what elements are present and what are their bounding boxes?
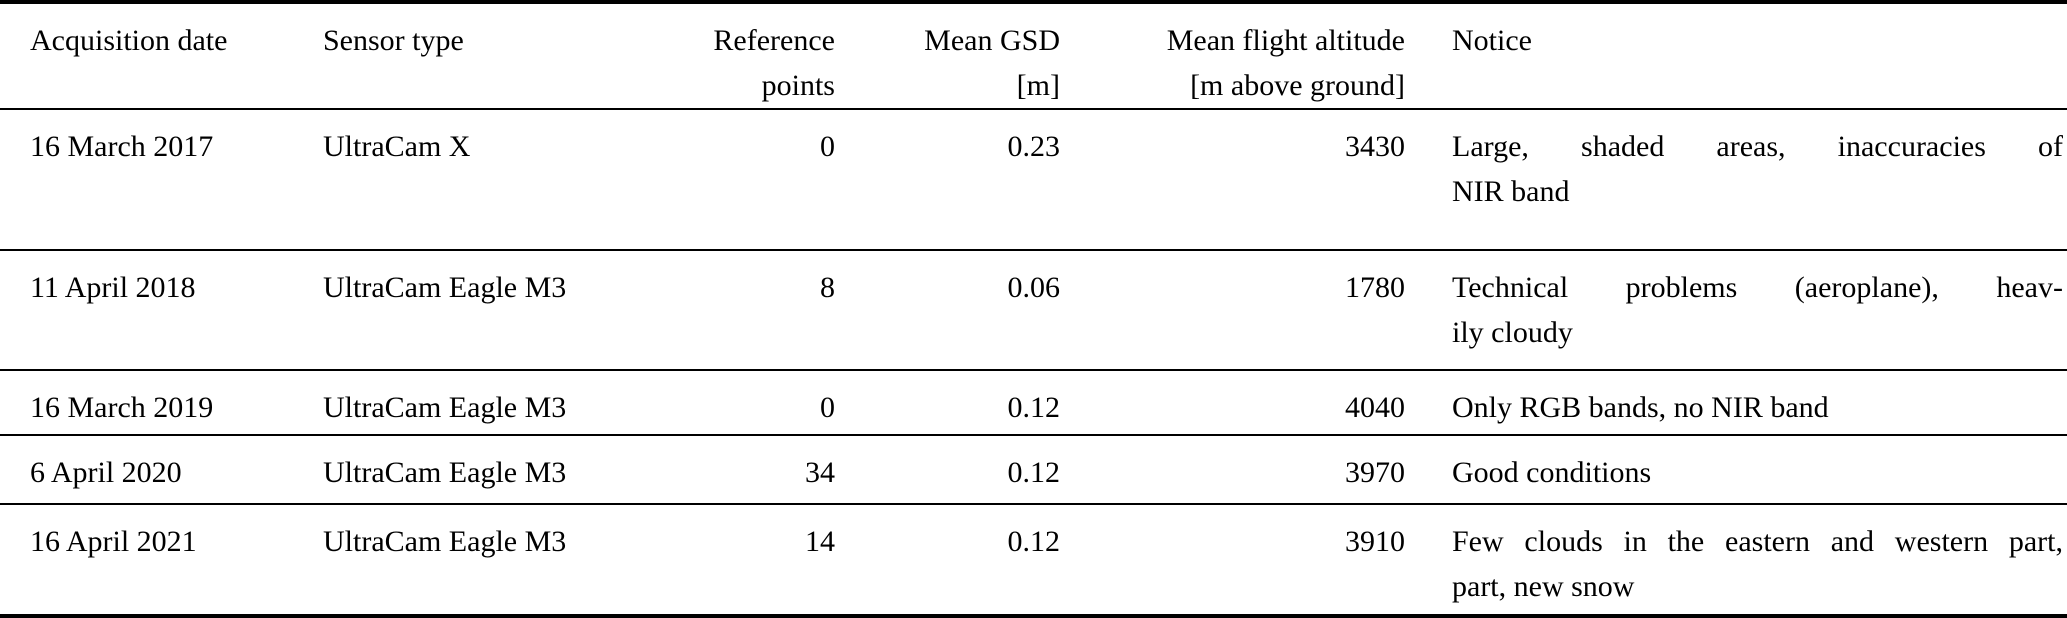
header-line: [m] — [1016, 69, 1060, 102]
cell-mean-flight-altitude: 1780 — [1060, 250, 1405, 371]
column-header-reference-points: Reference points — [703, 2, 835, 110]
cell-mean-flight-altitude: 4040 — [1060, 370, 1405, 436]
column-header-notice: Notice — [1405, 2, 2067, 110]
notice-line: ily cloudy — [1452, 316, 1573, 349]
cell-notice: Few clouds in the eastern and western pa… — [1405, 504, 2067, 616]
column-header-sensor-type: Sensor type — [323, 2, 703, 110]
notice-line: Only RGB bands, no NIR band — [1452, 391, 1829, 424]
cell-acquisition-date: 16 March 2019 — [0, 370, 323, 436]
cell-mean-flight-altitude: 3910 — [1345, 525, 1405, 558]
cell-reference-points: 14 — [805, 525, 835, 558]
cell-notice: Large, shaded areas, inaccuracies of NIR … — [1405, 109, 2067, 251]
cell-sensor-type: UltraCam Eagle M3 — [323, 370, 703, 436]
cell-acquisition-date: 6 April 2020 — [0, 435, 323, 505]
cell-reference-points: 0 — [703, 109, 835, 251]
table-row: 16 March 2017 UltraCam X 0 0.23 3430 Large, s… — [0, 109, 2067, 251]
cell-mean-flight-altitude: 3430 — [1060, 109, 1405, 251]
cell-mean-gsd: 0.12 — [1007, 525, 1061, 558]
header-line: points — [761, 69, 835, 102]
table-row: 6 April 2020 UltraCam Eagle M3 34 0.12 3970 G… — [0, 435, 2067, 505]
notice-line: part, new snow — [1452, 570, 1635, 603]
table-row: 16 April 2021 UltraCam Eagle M3 14 0.12 3910… — [0, 504, 2067, 616]
column-header-acquisition-date: Acquisition date — [0, 2, 323, 110]
column-header-mean-flight-altitude: Mean flight altitude [m above ground] — [1060, 2, 1405, 110]
cell-acquisition-date: 16 March 2017 — [0, 109, 323, 251]
header-line: Mean flight altitude — [1166, 24, 1405, 57]
header-row: Acquisition date Sensor type Reference p… — [0, 2, 2067, 110]
column-header-mean-gsd: Mean GSD [m] — [835, 2, 1060, 110]
table-header: Acquisition date Sensor type Reference p… — [0, 2, 2067, 110]
header-line: [m above ground] — [1190, 69, 1405, 102]
cell-reference-points: 34 — [703, 435, 835, 505]
cell-mean-gsd: 0.23 — [835, 109, 1060, 251]
notice-line: Good conditions — [1452, 456, 1652, 489]
cell-sensor-type: UltraCam X — [323, 109, 703, 251]
cell-sensor-type: UltraCam Eagle M3 — [323, 435, 703, 505]
notice-line: Technical problems (aeroplane), heav- — [1452, 271, 2063, 304]
notice-line: Few clouds in the eastern and western pa… — [1452, 525, 2063, 558]
table-body: 16 March 2017 UltraCam X 0 0.23 3430 Large, s… — [0, 109, 2067, 616]
notice-line: Large, shaded areas, inaccuracies of — [1452, 130, 2063, 163]
cell-mean-gsd: 0.06 — [835, 250, 1060, 371]
cell-reference-points: 0 — [703, 370, 835, 436]
cell-sensor-type: UltraCam Eagle M3 — [323, 250, 703, 371]
cell-mean-gsd: 0.12 — [835, 435, 1060, 505]
notice-line: NIR band — [1452, 175, 1570, 208]
cell-acquisition-date: 11 April 2018 — [0, 250, 323, 371]
cell-notice: Good conditions — [1405, 435, 2067, 505]
cell-mean-gsd: 0.12 — [835, 370, 1060, 436]
table-row: 16 March 2019 UltraCam Eagle M3 0 0.12 4040 O… — [0, 370, 2067, 436]
table-row: 11 April 2018 UltraCam Eagle M3 8 0.06 1780 T… — [0, 250, 2067, 371]
cell-notice: Technical problems (aeroplane), heav-ily… — [1405, 250, 2067, 371]
cell-acquisition-date: 16 April 2021 — [30, 525, 197, 558]
cell-reference-points: 8 — [703, 250, 835, 371]
header-line: Mean GSD — [924, 24, 1060, 57]
cell-mean-flight-altitude: 3970 — [1060, 435, 1405, 505]
header-line: Reference — [713, 24, 835, 57]
cell-notice: Only RGB bands, no NIR band — [1405, 370, 2067, 436]
cell-sensor-type: UltraCam Eagle M3 — [323, 525, 567, 558]
